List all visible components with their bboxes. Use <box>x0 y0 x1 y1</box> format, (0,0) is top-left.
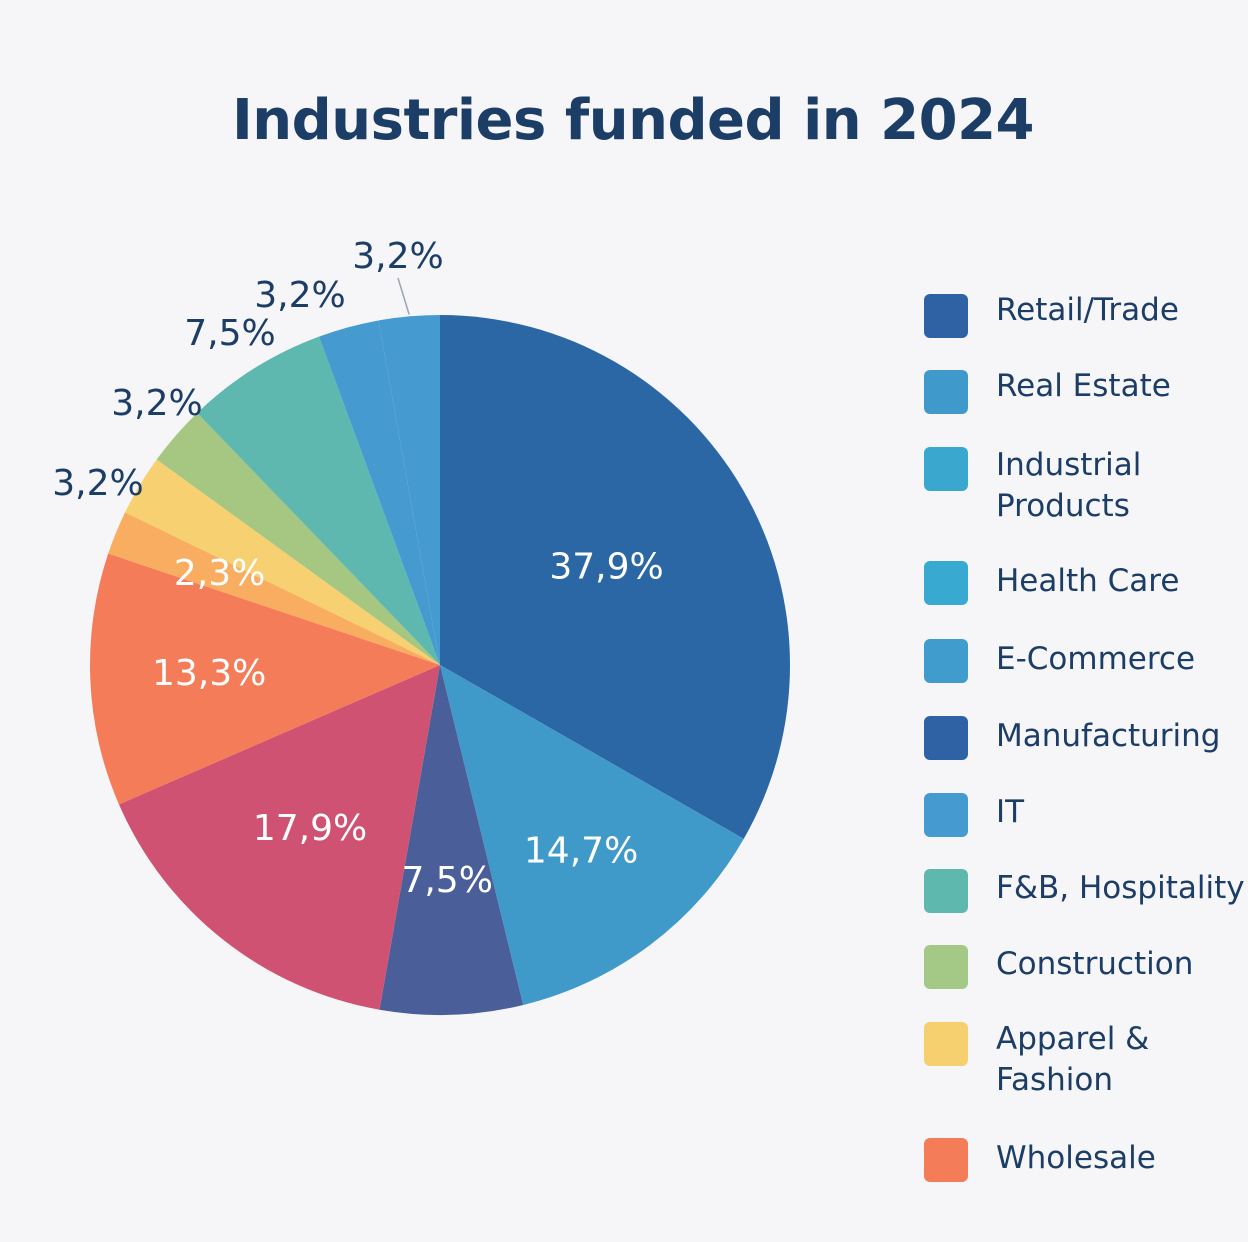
slice-value-label: 3,2% <box>111 383 202 424</box>
legend-swatch <box>924 716 968 760</box>
slice-value-label: 37,9% <box>549 546 663 587</box>
slice-value-label: 17,9% <box>253 808 367 849</box>
legend-label: Retail/Trade <box>996 292 1179 328</box>
legend-label: Apparel & Fashion <box>996 1021 1150 1098</box>
pie-slices <box>89 315 790 1015</box>
slice-value-label: 7,5% <box>184 313 275 354</box>
pie-slice <box>124 459 441 665</box>
slice-value-label: 3,2% <box>352 236 443 277</box>
legend-label: Wholesale <box>996 1140 1156 1176</box>
pie-slice <box>108 512 440 665</box>
pie-slice <box>197 336 440 665</box>
pie-slice <box>89 553 440 805</box>
chart-title: Industries funded in 2024 <box>231 88 1035 153</box>
legend-label: Real Estate <box>996 368 1171 404</box>
pie-slice <box>440 315 790 839</box>
pie-slice <box>379 665 524 1015</box>
legend-label: Construction <box>996 946 1194 982</box>
slice-value-label: 2,3% <box>174 553 265 594</box>
pie-slice <box>378 315 440 665</box>
pie-slice <box>118 665 440 1010</box>
legend-label: Industrial Products <box>996 447 1142 524</box>
legend-label: Health Care <box>996 563 1180 599</box>
slice-value-label: 13,3% <box>152 653 266 694</box>
legend-swatch <box>924 370 968 414</box>
legend-swatch <box>924 561 968 605</box>
legend-label: Manufacturing <box>996 718 1221 754</box>
slice-value-label: 7,5% <box>401 860 492 901</box>
slice-value-label: 3,2% <box>52 463 143 504</box>
slice-value-label: 14,7% <box>524 830 638 871</box>
pie-slice <box>318 320 440 665</box>
legend-swatch <box>924 945 968 989</box>
legend-swatch <box>924 447 968 491</box>
pie-slice <box>440 665 744 1005</box>
legend-swatch <box>924 1138 968 1182</box>
slice-labels: 37,9%14,7%7,5%17,9%13,3%2,3%3,2%3,2%7,5%… <box>52 236 663 901</box>
legend-label: IT <box>996 794 1025 830</box>
leader-lines <box>397 277 410 315</box>
slice-value-label: 3,2% <box>254 275 345 316</box>
legend-swatch <box>924 294 968 338</box>
legend-swatch <box>924 869 968 913</box>
legend-swatch <box>924 639 968 683</box>
legend-label: E-Commerce <box>996 641 1196 677</box>
legend-label: F&B, Hospitality <box>996 870 1245 906</box>
legend-swatch <box>924 1022 968 1066</box>
legend-swatch <box>924 793 968 837</box>
leader-line <box>397 277 410 315</box>
pie-slice <box>156 412 441 665</box>
